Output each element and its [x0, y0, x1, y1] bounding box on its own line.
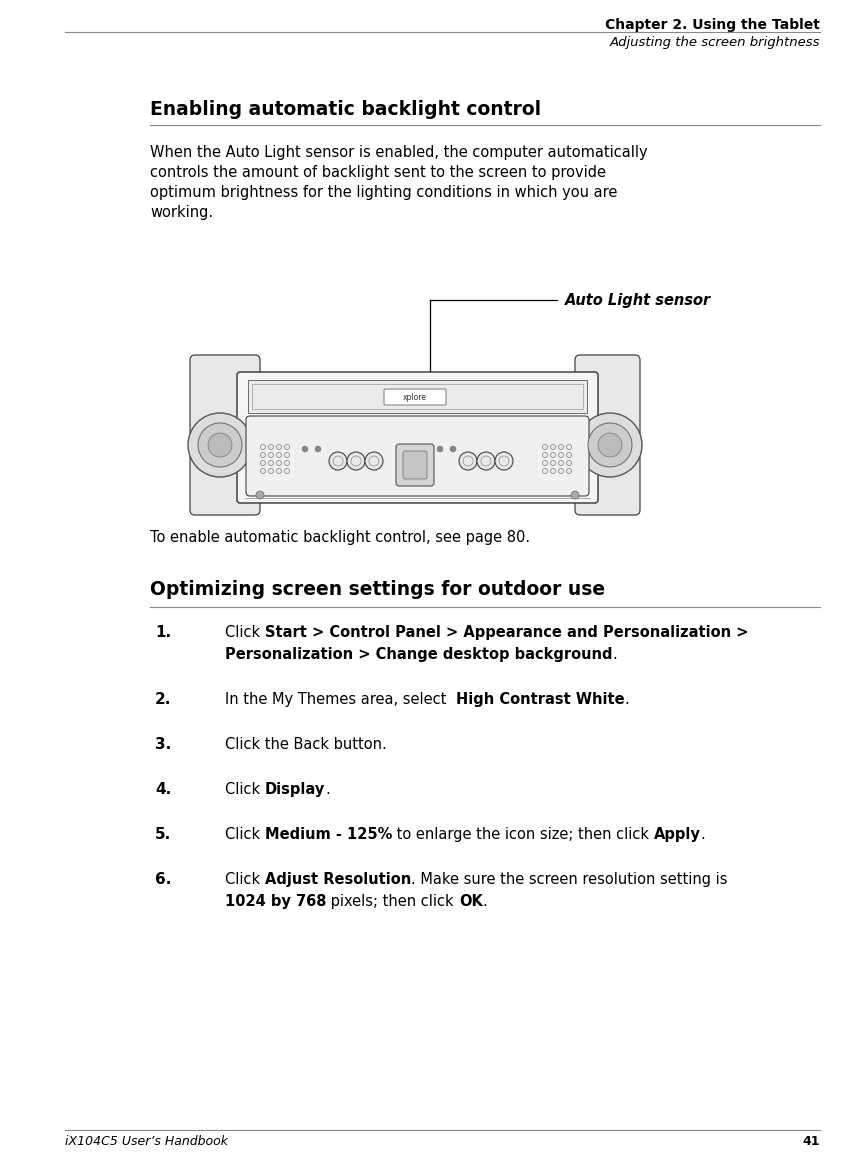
Text: Auto Light sensor: Auto Light sensor — [565, 293, 711, 308]
Text: Enabling automatic backlight control: Enabling automatic backlight control — [150, 100, 541, 119]
FancyBboxPatch shape — [237, 373, 598, 503]
Text: Adjust Resolution: Adjust Resolution — [265, 872, 411, 887]
Circle shape — [578, 413, 642, 477]
Circle shape — [588, 423, 632, 467]
Circle shape — [495, 452, 513, 470]
Text: Personalization > Change desktop background: Personalization > Change desktop backgro… — [225, 647, 613, 662]
Text: .: . — [625, 692, 629, 707]
Circle shape — [450, 445, 456, 452]
Circle shape — [208, 433, 232, 457]
Text: xplore: xplore — [403, 392, 427, 401]
Text: . Make sure the screen resolution setting is: . Make sure the screen resolution settin… — [411, 872, 728, 887]
Circle shape — [347, 452, 365, 470]
Text: 41: 41 — [803, 1135, 820, 1148]
Text: When the Auto Light sensor is enabled, the computer automatically: When the Auto Light sensor is enabled, t… — [150, 145, 647, 160]
Text: Click: Click — [225, 827, 265, 842]
Circle shape — [315, 445, 321, 452]
Text: Click the Back button.: Click the Back button. — [225, 737, 387, 752]
Text: Optimizing screen settings for outdoor use: Optimizing screen settings for outdoor u… — [150, 580, 605, 599]
Text: Display: Display — [265, 782, 325, 797]
Circle shape — [571, 491, 579, 499]
Circle shape — [256, 491, 264, 499]
Text: 1024 by 768: 1024 by 768 — [225, 894, 327, 909]
Circle shape — [459, 452, 477, 470]
Circle shape — [437, 445, 443, 452]
Text: .: . — [483, 894, 487, 909]
Circle shape — [198, 423, 242, 467]
Text: to enlarge the icon size; then click: to enlarge the icon size; then click — [392, 827, 654, 842]
Text: optimum brightness for the lighting conditions in which you are: optimum brightness for the lighting cond… — [150, 185, 617, 200]
Text: Apply: Apply — [654, 827, 701, 842]
Circle shape — [302, 445, 308, 452]
Text: 1.: 1. — [155, 625, 171, 640]
Bar — [252, 384, 583, 410]
Text: Start > Control Panel > Appearance and Personalization >: Start > Control Panel > Appearance and P… — [265, 625, 749, 640]
Text: Medium - 125%: Medium - 125% — [265, 827, 392, 842]
Text: pixels; then click: pixels; then click — [327, 894, 459, 909]
Circle shape — [329, 452, 347, 470]
Text: iX104C5 User’s Handbook: iX104C5 User’s Handbook — [65, 1135, 228, 1148]
Text: 5.: 5. — [155, 827, 171, 842]
Text: High Contrast White: High Contrast White — [456, 692, 625, 707]
Text: Click: Click — [225, 872, 265, 887]
Text: .: . — [613, 647, 617, 662]
FancyBboxPatch shape — [384, 389, 446, 405]
Circle shape — [188, 413, 252, 477]
Text: 3.: 3. — [155, 737, 171, 752]
Text: OK: OK — [459, 894, 483, 909]
Text: To enable automatic backlight control, see page 80.: To enable automatic backlight control, s… — [150, 530, 530, 545]
Circle shape — [365, 452, 383, 470]
Text: .: . — [701, 827, 706, 842]
Bar — [248, 379, 587, 413]
Text: Adjusting the screen brightness: Adjusting the screen brightness — [609, 36, 820, 49]
FancyBboxPatch shape — [396, 444, 434, 486]
Text: Click: Click — [225, 782, 265, 797]
Circle shape — [477, 452, 495, 470]
Text: Click: Click — [225, 625, 265, 640]
Text: 2.: 2. — [155, 692, 171, 707]
Text: .: . — [325, 782, 330, 797]
FancyBboxPatch shape — [575, 355, 640, 515]
Text: 6.: 6. — [155, 872, 171, 887]
FancyBboxPatch shape — [246, 417, 589, 496]
Text: 4.: 4. — [155, 782, 171, 797]
Text: In the My Themes area, select: In the My Themes area, select — [225, 692, 456, 707]
Text: controls the amount of backlight sent to the screen to provide: controls the amount of backlight sent to… — [150, 165, 606, 180]
Text: working.: working. — [150, 205, 214, 220]
Text: Chapter 2. Using the Tablet: Chapter 2. Using the Tablet — [605, 19, 820, 32]
FancyBboxPatch shape — [190, 355, 260, 515]
Circle shape — [598, 433, 622, 457]
FancyBboxPatch shape — [403, 451, 427, 479]
